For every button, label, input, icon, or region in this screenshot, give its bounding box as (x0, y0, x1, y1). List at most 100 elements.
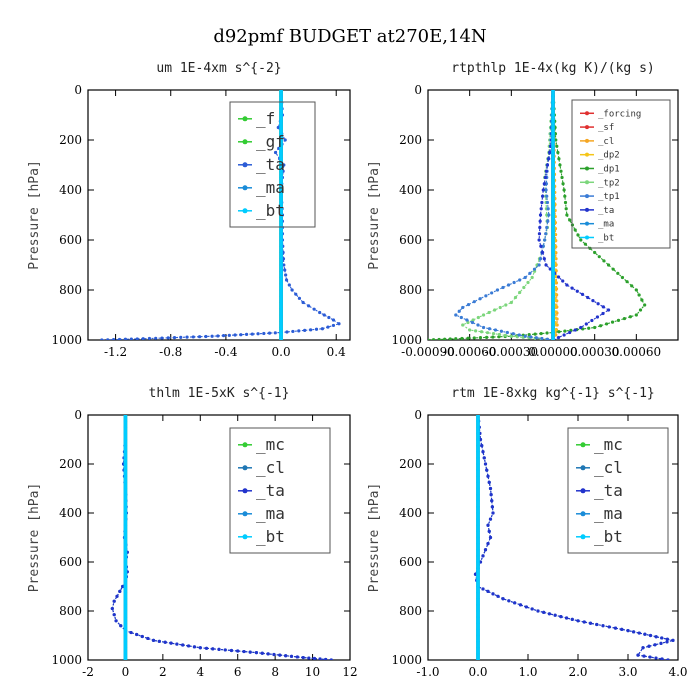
data-point (279, 169, 283, 173)
data-point (431, 338, 436, 340)
data-point (279, 219, 283, 223)
data-point (545, 200, 550, 205)
data-point (282, 263, 286, 267)
data-point (166, 336, 170, 340)
data-point (534, 336, 538, 340)
data-point (123, 603, 128, 607)
data-point (526, 280, 530, 285)
data-point (538, 257, 543, 261)
data-point (476, 658, 480, 660)
y-tick-label: 0 (414, 408, 422, 422)
x-tick-label: 1.0 (518, 665, 537, 679)
legend-label: _cl (598, 137, 614, 147)
data-point (564, 616, 569, 620)
data-point (262, 331, 266, 336)
data-point (123, 578, 128, 582)
data-point (476, 523, 480, 527)
data-point (545, 163, 550, 167)
data-point (279, 200, 283, 205)
data-point (482, 456, 486, 460)
data-point (545, 225, 549, 230)
x-tick-label: -1.2 (104, 345, 127, 359)
data-point (518, 278, 522, 282)
data-point (593, 325, 597, 330)
data-point (553, 613, 557, 617)
data-point (267, 331, 272, 335)
data-point (476, 640, 480, 644)
legend-marker (585, 180, 589, 185)
data-point (595, 622, 599, 627)
data-point (123, 560, 128, 564)
plot-frame (427, 414, 679, 661)
data-point (634, 313, 638, 317)
data-point (540, 250, 545, 255)
data-point (283, 138, 287, 142)
data-point (250, 332, 254, 336)
legend-marker (585, 221, 589, 226)
data-point (476, 542, 480, 546)
data-point (279, 250, 283, 255)
data-point (476, 480, 480, 484)
data-point (476, 603, 480, 607)
data-point (185, 335, 189, 339)
x-tick-label: -0.00060 (443, 345, 497, 359)
data-point (457, 309, 461, 313)
legend: _mc _cl _ta _ma _bt (567, 427, 669, 554)
legend-label: _ta (256, 481, 285, 500)
data-point (309, 328, 313, 332)
data-point (476, 462, 480, 466)
data-point (551, 132, 555, 136)
data-point (279, 238, 283, 242)
y-axis-label: Pressure [hPa] (367, 483, 382, 593)
x-tick-label: 2 (159, 665, 167, 679)
data-point (443, 337, 447, 340)
data-point (488, 535, 493, 540)
data-point (297, 296, 302, 300)
data-point (551, 107, 555, 111)
legend-label: _ma (256, 178, 285, 197)
data-point (283, 268, 287, 272)
y-tick-label: 200 (59, 457, 82, 471)
data-point (123, 425, 128, 429)
data-point (279, 94, 283, 98)
data-point (285, 330, 289, 334)
data-point (175, 642, 179, 646)
x-tick-label: 8 (271, 665, 279, 679)
data-point (538, 219, 542, 223)
data-point (481, 587, 485, 591)
data-point (611, 267, 615, 271)
data-point (647, 644, 651, 648)
panel-title: rtpthlp 1E-4x(kg K)/(kg s) (451, 61, 655, 76)
data-point (484, 294, 488, 298)
data-point (229, 648, 234, 653)
data-point (123, 462, 128, 466)
data-point (483, 462, 488, 466)
data-point (279, 138, 283, 142)
data-point (169, 641, 173, 645)
y-tick-label: 400 (59, 183, 82, 197)
data-point (601, 311, 605, 316)
data-point (563, 329, 567, 333)
x-tick-label: -0.00090 (401, 345, 455, 359)
panel-2: rtpthlp 1E-4x(kg K)/(kg s) Pressure [hPa]… (367, 61, 679, 359)
data-point (637, 631, 641, 635)
x-tick-label: 12 (342, 665, 357, 679)
data-point (118, 589, 122, 594)
data-point (654, 635, 658, 639)
x-tick-label: 0.00000 (528, 345, 578, 359)
data-point (476, 609, 480, 613)
x-tick-label: 4 (196, 665, 204, 679)
data-point (551, 294, 555, 298)
y-tick-label: 600 (59, 555, 82, 569)
legend: _forcing _sf _cl _dp2 _dp1 _tp2 _tp1 _ta _ma _bt (571, 99, 671, 249)
data-point (112, 599, 116, 603)
data-point (551, 207, 555, 211)
data-point (318, 657, 322, 660)
data-point (216, 334, 220, 338)
figure-title: d92pmf BUDGET at270E,14N (213, 26, 486, 47)
data-point (480, 444, 484, 448)
data-point (542, 182, 546, 186)
legend-marker (585, 194, 589, 199)
series-line-cl (474, 415, 674, 660)
